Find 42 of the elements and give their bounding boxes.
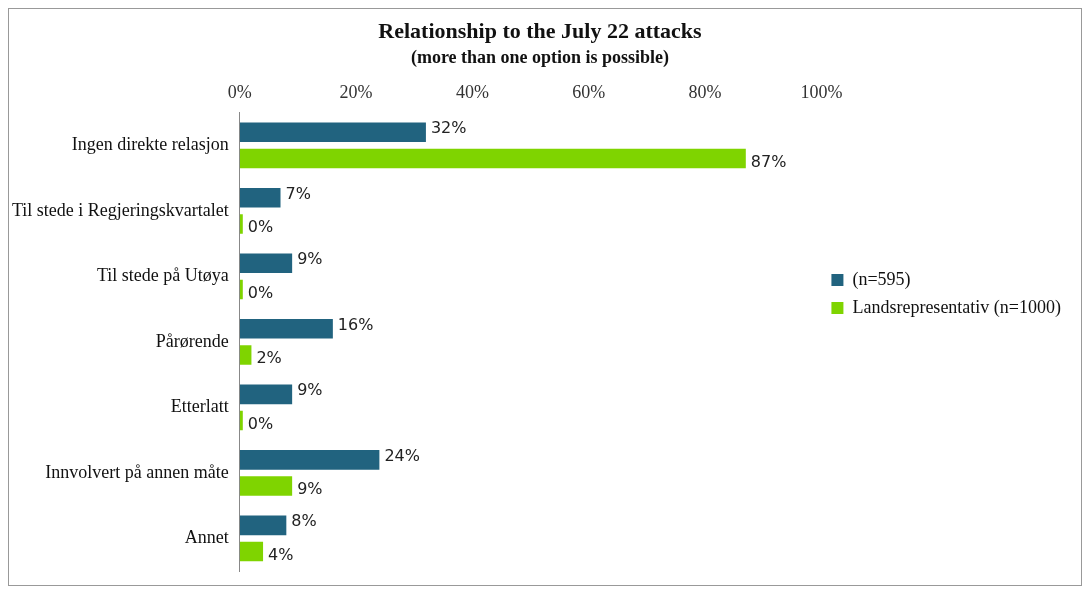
bar [239,122,426,143]
data-label: 0% [247,217,274,237]
x-tick-label: 40% [455,81,489,102]
bar [239,450,380,470]
data-label: 9% [297,479,323,499]
bar [239,187,281,208]
bar [239,345,252,365]
bar [239,541,264,562]
bar [239,318,333,339]
data-label: 32% [430,118,467,138]
data-label: 24% [384,445,420,465]
y-tick-label: Ingen direkte relasjon [71,134,229,155]
bar [239,253,293,274]
x-tick-label: 80% [688,81,722,102]
x-tick-label: 20% [339,81,373,102]
bar [239,515,287,536]
data-label: 2% [256,348,282,368]
chart-subtitle: (more than one option is possible) [410,46,670,68]
y-tick-label: Til stede i Regjeringskvartalet [11,199,229,220]
y-tick-label: Etterlatt [170,396,229,417]
y-tick-label: Pårørende [155,330,229,351]
data-label: 9% [297,249,323,269]
data-label: 16% [337,314,374,334]
bar [239,476,293,496]
y-tick-label: Innvolvert på annen måte [45,461,229,482]
data-label: 4% [268,544,294,564]
x-tick-label: 100% [800,81,843,102]
data-label: 0% [247,282,274,302]
legend-label: (n=595) [852,268,911,290]
data-label: 9% [297,380,323,400]
legend-label: Landsrepresentativ (n=1000) [852,296,1062,318]
chart-title: Relationship to the July 22 attacks [378,17,703,43]
bar [239,384,293,405]
x-tick-label: 0% [227,81,252,102]
data-label: 7% [285,183,311,203]
bar [239,148,746,169]
y-tick-label: Annet [184,527,229,548]
data-label: 0% [247,413,274,433]
y-tick-label: Til stede på Utøya [96,265,229,286]
data-label: 8% [291,511,317,531]
x-tick-label: 60% [572,81,606,102]
data-label: 87% [750,151,787,171]
